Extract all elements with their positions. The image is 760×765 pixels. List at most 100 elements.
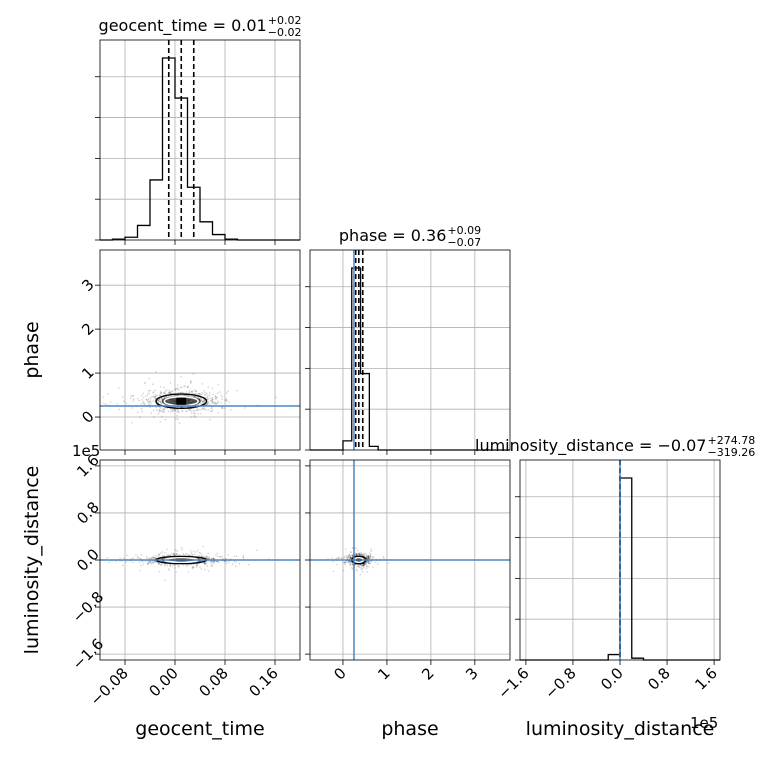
panel-luminosity_distance-vs-phase-point: [336, 563, 338, 566]
panel-luminosity_distance-vs-phase-point: [357, 553, 360, 555]
panel-phase-vs-geocent_time-point: [210, 399, 213, 402]
panel-luminosity_distance-vs-phase-point: [376, 563, 379, 565]
panel-luminosity_distance-vs-geocent_time-point: [132, 557, 135, 560]
panel-luminosity_distance-vs-geocent_time-point: [204, 562, 207, 565]
panel-luminosity_distance-vs-phase-point: [359, 573, 362, 576]
panel-luminosity_distance-vs-geocent_time-point: [176, 563, 179, 566]
panel-luminosity_distance-vs-phase-point: [367, 556, 370, 559]
panel-luminosity_distance-vs-geocent_time-point: [191, 566, 194, 568]
panel-luminosity_distance-vs-geocent_time-point: [203, 563, 206, 565]
panel-luminosity_distance-vs-geocent_time-point: [164, 564, 166, 567]
panel-phase-vs-geocent_time-point: [190, 412, 193, 414]
panel-phase-vs-geocent_time-point: [146, 399, 149, 402]
panel-phase-vs-geocent_time-point: [209, 418, 211, 421]
panel-phase-vs-geocent_time-ytick-label: 1: [78, 363, 97, 382]
panel-phase-vs-geocent_time-point: [132, 400, 134, 402]
panel-luminosity_distance-vs-phase-point: [359, 564, 362, 566]
panel-luminosity_distance-vs-phase-point: [366, 555, 369, 558]
panel-phase-vs-geocent_time-point: [162, 408, 165, 410]
panel-luminosity_distance-vs-phase-point: [362, 553, 365, 555]
panel-luminosity_distance-vs-phase-point: [364, 562, 367, 564]
panel-luminosity_distance-vs-geocent_time-point: [146, 562, 149, 565]
panel-luminosity_distance-vs-phase-point: [349, 562, 351, 565]
panel-phase-vs-geocent_time-point: [148, 392, 150, 394]
panel-phase-vs-geocent_time-point: [194, 412, 196, 414]
panel-luminosity_distance-vs-geocent_time-point: [166, 564, 169, 567]
panel-luminosity_distance-vs-phase-point: [336, 557, 339, 559]
panel-phase-vs-geocent_time-point: [217, 412, 219, 414]
panel-luminosity_distance-vs-geocent_time-point: [199, 552, 202, 555]
panel-luminosity_distance-vs-phase-point: [365, 563, 367, 566]
panel-phase-vs-geocent_time-point: [176, 387, 178, 389]
panel-luminosity_distance-vs-geocent_time-point: [203, 562, 206, 565]
panel-luminosity_distance-vs-phase-point: [360, 553, 363, 556]
panel-phase-vs-geocent_time-point: [160, 402, 162, 404]
panel-luminosity_distance-vs-geocent_time-point: [138, 557, 141, 560]
panel-luminosity_distance-vs-phase-point: [349, 557, 352, 559]
panel-phase-vs-geocent_time-point: [157, 413, 160, 415]
panel-luminosity_distance-vs-phase-xtick-label: 3: [462, 664, 481, 683]
panel-luminosity_distance-vs-phase-point: [358, 552, 361, 554]
panel-luminosity_distance-vs-geocent_time-point: [192, 566, 195, 568]
panel-phase-vs-geocent_time-point: [168, 410, 170, 413]
panel-phase-vs-geocent_time-point: [171, 409, 173, 411]
panel-phase-vs-geocent_time-point: [203, 389, 206, 392]
panel-luminosity_distance-vs-phase-point: [355, 565, 358, 568]
panel-luminosity_distance-vs-geocent_time-point: [150, 561, 152, 564]
panel-phase-vs-geocent_time-point: [193, 412, 195, 414]
panel-luminosity_distance-vs-phase-point: [349, 564, 352, 566]
panel-luminosity_distance-vs-geocent_time-point: [207, 552, 210, 555]
panel-luminosity_distance-vs-phase-point: [367, 555, 370, 557]
panel-luminosity_distance-vs-phase-point: [355, 554, 358, 556]
panel-frame-geocent_time: [99, 39, 301, 241]
panel-phase-vs-geocent_time-point: [200, 408, 202, 411]
panel-luminosity_distance-vs-phase-point: [335, 557, 338, 560]
panel-phase-vs-geocent_time-point: [130, 397, 132, 400]
panel-phase-vs-geocent_time-point: [216, 392, 219, 395]
panel-phase-vs-geocent_time-point: [200, 398, 203, 401]
panel-phase-vs-geocent_time-point: [149, 400, 152, 402]
panel-luminosity_distance-vs-geocent_time-point: [185, 565, 188, 568]
panel-phase-vs-geocent_time-point: [154, 397, 157, 400]
panel-phase-vs-geocent_time-point: [153, 396, 156, 398]
panel-luminosity_distance-vs-geocent_time-point: [199, 566, 201, 568]
panel-phase-vs-geocent_time-point: [203, 401, 205, 403]
panel-luminosity_distance-vs-geocent_time-point: [175, 571, 177, 574]
panel-phase-vs-geocent_time-point: [202, 400, 204, 403]
panel-phase-vs-geocent_time-point: [194, 409, 196, 412]
panel-luminosity_distance-vs-phase-point: [350, 561, 352, 564]
panel-luminosity_distance-vs-phase-point: [358, 553, 361, 555]
panel-luminosity_distance-vs-phase-point: [355, 568, 358, 571]
panel-phase-vs-geocent_time-point: [194, 416, 197, 418]
panel-phase-vs-geocent_time-point: [211, 398, 213, 401]
panel-luminosity_distance-vs-geocent_time-point: [195, 551, 197, 553]
panel-luminosity_distance-vs-phase-point: [351, 554, 354, 556]
panel-luminosity_distance-vs-phase-point: [343, 561, 346, 564]
panel-luminosity_distance-vs-geocent_time-point: [173, 567, 176, 569]
panel-phase-vs-geocent_time-point: [203, 408, 205, 410]
panel-phase-vs-geocent_time-point: [164, 392, 166, 394]
panel-phase-vs-geocent_time-point: [226, 392, 228, 394]
panel-phase-vs-geocent_time-point: [199, 403, 202, 405]
panel-luminosity_distance-vs-geocent_time-point: [150, 563, 153, 565]
panel-luminosity_distance-vs-geocent_time-point: [126, 554, 128, 557]
panel-luminosity_distance-vs-geocent_time-point: [132, 561, 134, 564]
panel-phase-vs-geocent_time-point: [190, 416, 192, 418]
panel-phase-vs-geocent_time-point: [158, 398, 161, 400]
panel-luminosity_distance-vs-geocent_time-point: [169, 564, 171, 566]
panel-luminosity_distance-vs-phase-point: [366, 571, 368, 573]
panel-luminosity_distance-vs-geocent_time-point: [210, 562, 212, 564]
panel-luminosity_distance-vs-geocent_time-point: [242, 556, 244, 558]
panel-luminosity_distance-vs-geocent_time-point: [215, 560, 218, 563]
panel-luminosity_distance-vs-phase-point: [346, 557, 348, 559]
panel-luminosity_distance-vs-phase-point: [371, 555, 374, 558]
panel-luminosity_distance-vs-geocent_time-point: [149, 561, 152, 563]
panel-phase-vs-geocent_time-point: [131, 394, 134, 397]
panel-phase-vs-geocent_time-peak-bin: [176, 397, 187, 406]
panel-phase-vs-geocent_time-point: [206, 396, 208, 398]
panel-luminosity_distance-vs-phase-point: [368, 561, 370, 563]
panel-luminosity_distance-vs-geocent_time-point: [205, 555, 208, 558]
panel-luminosity_distance-vs-phase-point: [350, 550, 352, 553]
panel-phase-vs-geocent_time-point: [168, 391, 170, 394]
panel-luminosity_distance-vs-phase-point: [358, 553, 361, 556]
